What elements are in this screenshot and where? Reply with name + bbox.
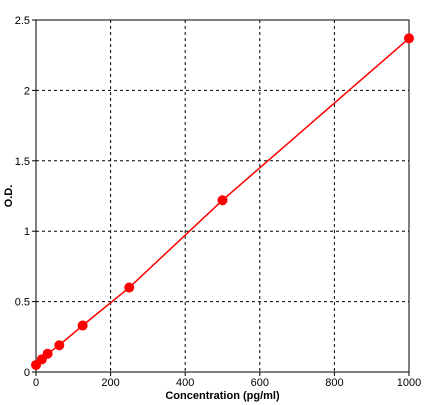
y-tick-label: 2 [24, 85, 30, 97]
data-point [124, 282, 135, 293]
y-tick-label: 0.5 [15, 297, 30, 309]
x-axis-title: Concentration (pg/ml) [165, 390, 280, 402]
y-tick-label: 1.5 [15, 156, 30, 168]
data-point [217, 195, 228, 206]
x-tick-label: 400 [176, 377, 194, 389]
data-point [404, 33, 414, 44]
plot-frame [35, 19, 410, 373]
y-tick-label: 1 [24, 226, 30, 238]
series [31, 33, 414, 370]
axis-ticks: 0 200 400 600 800 1000 0 0.5 1 1.5 2 2.5 [15, 15, 422, 389]
x-tick-label: 600 [251, 377, 269, 389]
data-point [42, 348, 53, 359]
x-tick-label: 800 [325, 377, 343, 389]
y-tick-label: 0 [24, 367, 30, 379]
data-point [77, 320, 88, 331]
data-point [54, 340, 65, 351]
x-tick-label: 1000 [397, 377, 421, 389]
grid [36, 20, 409, 372]
y-tick-label: 2.5 [15, 15, 30, 27]
y-axis-title: O.D. [3, 185, 15, 208]
x-tick-label: 200 [101, 377, 119, 389]
x-tick-label: 0 [33, 377, 39, 389]
